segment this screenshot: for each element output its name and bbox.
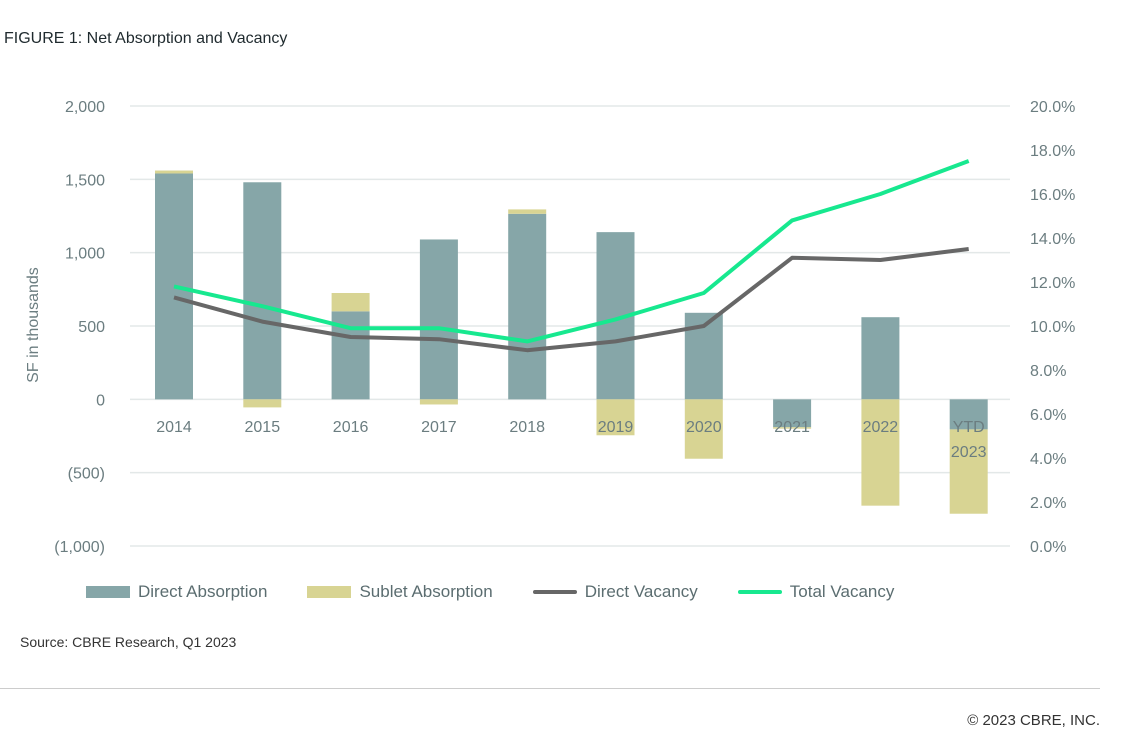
bar-direct-absorption — [949, 399, 988, 430]
y-tick-label: (1,000) — [54, 539, 105, 556]
legend-swatch — [307, 586, 352, 598]
legend-item: Sublet Absorption — [307, 582, 493, 602]
legend-item: Direct Absorption — [86, 582, 267, 602]
y2-tick-label: 10.0% — [1030, 319, 1075, 336]
bar-sublet-absorption — [419, 399, 458, 405]
line-total-vacancy — [173, 159, 970, 344]
copyright: © 2023 CBRE, INC. — [967, 712, 1100, 729]
x-tick-label: 2018 — [509, 419, 545, 436]
y-tick-label: 500 — [78, 319, 105, 336]
bar-sublet-absorption — [684, 399, 723, 459]
line-direct-vacancy — [173, 247, 969, 353]
y-axis-label: SF in thousands — [25, 267, 42, 383]
y2-tick-label: 14.0% — [1030, 231, 1075, 248]
y2-tick-label: 12.0% — [1030, 275, 1075, 292]
x-tick-label: 2019 — [598, 419, 634, 436]
bar-direct-absorption — [508, 213, 547, 400]
y2-tick-label: 6.0% — [1030, 407, 1066, 424]
y-tick-label: 0 — [96, 392, 105, 409]
y2-tick-label: 4.0% — [1030, 451, 1066, 468]
legend-swatch — [737, 590, 782, 594]
divider — [0, 688, 1100, 689]
chart: 2,000 1,500 1,000 500 0 (500) (1,000) 20.0% 18.0… — [25, 99, 1075, 556]
legend-swatch — [532, 590, 577, 594]
source-note: Source: CBRE Research, Q1 2023 — [20, 634, 237, 650]
bar-sublet-absorption — [773, 427, 812, 429]
legend-label: Direct Absorption — [138, 582, 268, 601]
bar-sublet-absorption — [508, 209, 547, 214]
legend-label: Sublet Absorption — [359, 582, 493, 601]
y-tick-label: 2,000 — [65, 99, 105, 116]
y2-tick-label: 16.0% — [1030, 187, 1075, 204]
y-tick-label: 1,000 — [65, 246, 105, 263]
bar-sublet-absorption — [949, 429, 988, 514]
y2-tick-label: 0.0% — [1030, 539, 1066, 556]
x-tick-label: 2015 — [245, 419, 281, 436]
bar-sublet-absorption — [331, 293, 370, 312]
x-tick-label: 2016 — [333, 419, 369, 436]
bar-sublet-absorption — [155, 170, 193, 174]
x-tick-label: 2020 — [686, 419, 722, 436]
bar-sublet-absorption — [243, 399, 282, 408]
bar-sublet-absorption — [861, 399, 900, 506]
x-tick-label: 2023 — [951, 444, 987, 461]
x-tick-label: 2021 — [774, 419, 810, 436]
legend-label: Total Vacancy — [789, 582, 895, 601]
y-tick-label: 1,500 — [65, 172, 105, 189]
x-tick-label: 2014 — [156, 419, 192, 436]
legend-label: Direct Vacancy — [584, 582, 698, 601]
legend-item: Total Vacancy — [737, 582, 895, 602]
y2-tick-label: 20.0% — [1030, 99, 1075, 116]
chart-title: FIGURE 1: Net Absorption and Vacancy — [4, 30, 288, 47]
bar-direct-absorption — [773, 399, 812, 428]
legend-item: Direct Vacancy — [532, 582, 698, 602]
y2-tick-label: 18.0% — [1030, 143, 1075, 160]
bar-sublet-absorption — [596, 399, 635, 436]
bar-direct-absorption — [861, 317, 900, 400]
y2-tick-label: 2.0% — [1030, 495, 1066, 512]
legend-swatch — [86, 586, 130, 598]
x-tick-label: 2017 — [421, 419, 457, 436]
bar-direct-absorption — [419, 239, 458, 400]
x-tick-label: 2022 — [863, 419, 899, 436]
bar-direct-absorption — [243, 182, 282, 400]
x-tick-label: YTD — [953, 419, 985, 436]
y2-tick-label: 8.0% — [1030, 363, 1066, 380]
legend: Direct Absorption Sublet Absorption Direct… — [86, 582, 934, 602]
y-tick-label: (500) — [68, 466, 105, 483]
